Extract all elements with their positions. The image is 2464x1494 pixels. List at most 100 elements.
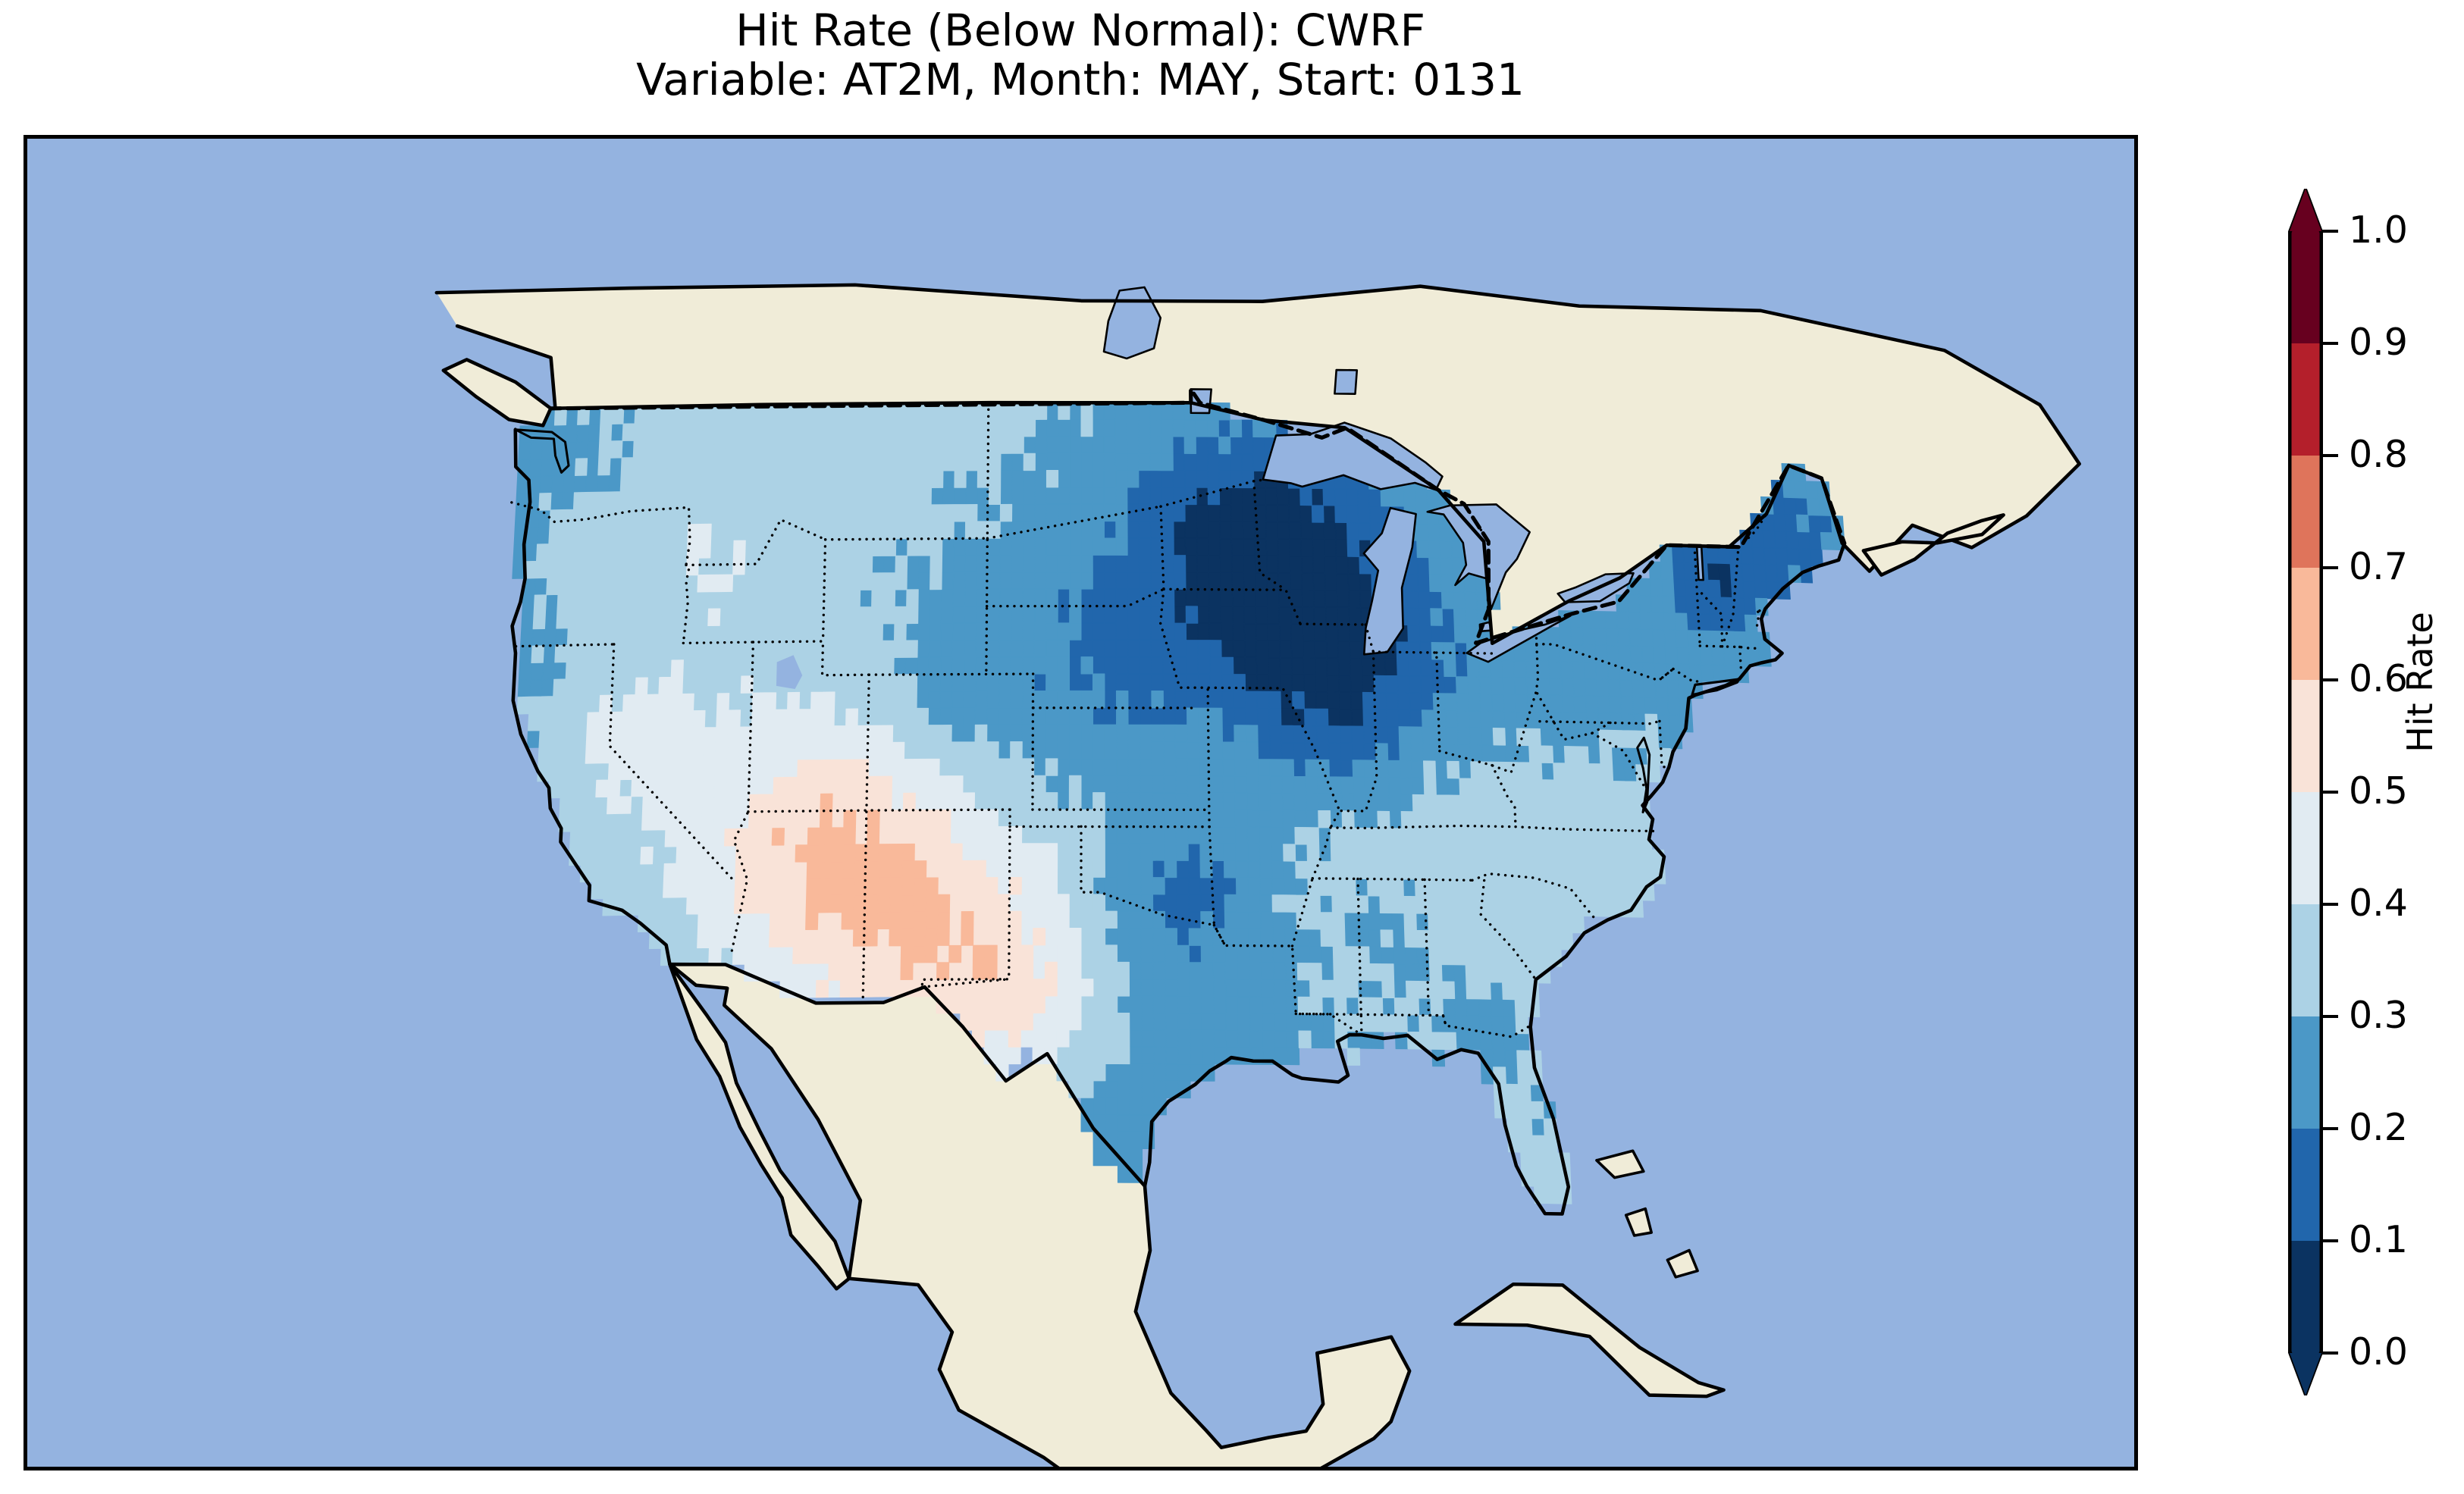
state-border-line	[685, 518, 827, 567]
atlantic-gulf-coastline	[1143, 541, 1847, 1216]
state-border-line	[823, 537, 989, 541]
state-border-line	[986, 505, 1162, 540]
andros-coastline	[1624, 1207, 1653, 1237]
lake-huron	[1427, 504, 1530, 609]
state-border-line	[1438, 632, 1540, 774]
state-border-line	[510, 501, 691, 645]
state-border-line	[1311, 826, 1332, 880]
colorbar-tick	[2321, 342, 2338, 345]
colorbar-tick	[2321, 791, 2338, 794]
state-border-line	[1158, 587, 1341, 829]
lake-huron-shoreline	[1426, 503, 1531, 611]
baja-california-landmass	[669, 964, 849, 1289]
lake-nipigon-shoreline	[1334, 368, 1359, 395]
state-border-line	[1698, 644, 1763, 650]
colorbar-extend-max-arrow	[2290, 189, 2321, 231]
state-border-line	[1311, 877, 1474, 882]
map-panel[interactable]	[24, 135, 2138, 1471]
colorbar-tick-label: 0.9	[2349, 321, 2408, 364]
colorbar-tick	[2321, 1015, 2338, 1018]
state-border-line	[608, 643, 735, 882]
lake-michigan	[1363, 508, 1416, 655]
puget-sound-coastline	[514, 428, 570, 474]
state-border-line	[1535, 643, 1675, 682]
map-canvas[interactable]	[27, 139, 2134, 1467]
state-border-line	[1206, 686, 1211, 828]
lake-superior	[1262, 422, 1443, 490]
colorbar-extend-min-arrow	[2290, 1353, 2321, 1395]
state-border-line	[1538, 719, 1661, 725]
state-border-line	[1294, 1012, 1362, 1016]
mexico-landmass	[670, 964, 1410, 1467]
colorbar-segment	[2290, 343, 2321, 456]
lake-erie	[1466, 615, 1571, 662]
state-border-line	[920, 978, 1011, 988]
colorbar-tick-label: 0.4	[2349, 882, 2408, 925]
state-border-line	[1299, 622, 1367, 626]
lake-ontario-shoreline	[1556, 572, 1635, 603]
grand-bahama-coastline	[1595, 1149, 1645, 1179]
state-border-line	[920, 808, 1011, 988]
cuba-landmass	[1455, 1284, 1724, 1397]
hit-rate-cell-group	[771, 793, 998, 980]
nova-scotia-landmass	[1861, 513, 2005, 577]
colorbar-segment	[2290, 231, 2321, 344]
canada-landmass	[436, 284, 2080, 644]
colorbar-tick	[2321, 1127, 2338, 1130]
state-border-line	[1514, 825, 1655, 833]
baja-coastline	[668, 962, 851, 1291]
chesapeake-bay-coastline	[1636, 736, 1651, 814]
outside-domain-landmass	[436, 284, 2080, 1467]
lake-of-the-woods-shoreline	[1190, 388, 1212, 415]
colorbar[interactable]	[2290, 231, 2321, 1354]
colorbar-tick-label: 0.3	[2349, 994, 2408, 1037]
state-border-line	[1720, 545, 1740, 648]
state-border-line	[1290, 877, 1314, 947]
state-border-line	[747, 808, 1011, 813]
lake-nipigon	[1334, 370, 1357, 394]
state-border-line	[514, 643, 616, 648]
colorbar-tick	[2321, 454, 2338, 457]
lake-winnipeg	[1103, 287, 1161, 359]
state-border-line	[867, 672, 1035, 676]
colorbar-segment	[2290, 1241, 2321, 1354]
canada-coastline	[434, 283, 2081, 645]
state-border-line	[985, 587, 1165, 608]
mexico-coastline	[668, 962, 1412, 1467]
state-border-line	[1159, 505, 1165, 590]
colorbar-tick-label: 0.8	[2349, 433, 2408, 476]
colorbar-tick-label: 0.7	[2349, 545, 2408, 588]
lakes-layer	[776, 287, 1704, 690]
state-border-line	[1672, 667, 1704, 683]
colorbar-segment	[2290, 1129, 2321, 1242]
state-border-line	[1535, 690, 1612, 741]
coastline-layer	[434, 283, 2081, 1467]
long-island-coastline	[1691, 678, 1741, 697]
lake-superior-shoreline	[1262, 421, 1444, 491]
bahama-cay-coastline	[1666, 1248, 1699, 1279]
lake-michigan-shoreline	[1362, 506, 1417, 656]
colorbar-tick	[2321, 903, 2338, 906]
colorbar-segment	[2290, 792, 2321, 905]
colorbar-tick	[2321, 230, 2338, 233]
state-borders-layer	[510, 387, 1847, 1038]
colorbar-tick	[2321, 1351, 2338, 1355]
hit-rate-cell-group	[516, 402, 1672, 1204]
state-border-line	[1755, 606, 1763, 627]
cuba-coastline	[1453, 1282, 1726, 1398]
state-border-line	[985, 401, 990, 675]
colorbar-tick	[2321, 1239, 2338, 1242]
colorbar-tick-label: 0.0	[2349, 1330, 2408, 1373]
state-border-line	[1491, 763, 1517, 828]
state-border-line	[1359, 1013, 1445, 1017]
state-border-line	[1693, 544, 1701, 647]
colorbar-segment	[2290, 568, 2321, 681]
colorbar-segment	[2290, 680, 2321, 793]
state-border-line	[1338, 650, 1378, 813]
colorbar-tick-label: 0.1	[2349, 1218, 2408, 1261]
state-border-line	[1212, 923, 1227, 947]
colorbar-tick-label: 0.2	[2349, 1106, 2408, 1149]
state-border-line	[1329, 824, 1517, 830]
colorbar-segment	[2290, 1016, 2321, 1129]
